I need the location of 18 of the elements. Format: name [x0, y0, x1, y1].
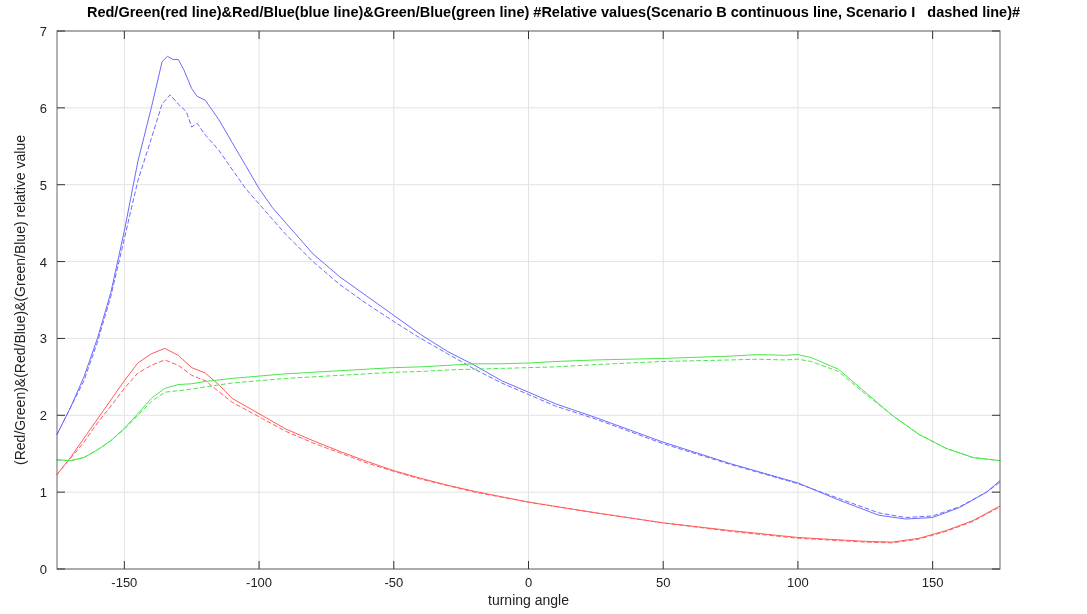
x-tick-label: 150: [921, 575, 944, 590]
y-tick-label: 1: [39, 485, 47, 501]
x-tick-label: 100: [787, 575, 809, 590]
y-tick-label: 2: [39, 408, 47, 424]
x-tick-label: 0: [524, 575, 533, 590]
x-tick-label: -150: [111, 575, 138, 590]
y-tick-label: 5: [39, 177, 47, 193]
y-tick-label: 6: [39, 100, 47, 116]
y-tick-label: 0: [39, 562, 47, 577]
x-axis-title: turning angle: [488, 592, 570, 608]
y-tick-label: 7: [39, 24, 47, 39]
y-tick-label: 3: [39, 331, 47, 347]
x-tick-label: 50: [655, 575, 671, 590]
y-axis-title: (Red/Green)&(Red/Blue)&(Green/Blue) relative value: [12, 134, 28, 465]
chart-title: Red/Green(red line)&Red/Blue(blue line)&Green/Blue(green line) #Relative values(Scenario B continuous line, Scenario I dashed line)#: [86, 4, 1021, 20]
x-tick-label: -50: [384, 575, 404, 590]
x-tick-label: -100: [246, 575, 273, 590]
y-tick-label: 4: [39, 254, 47, 270]
